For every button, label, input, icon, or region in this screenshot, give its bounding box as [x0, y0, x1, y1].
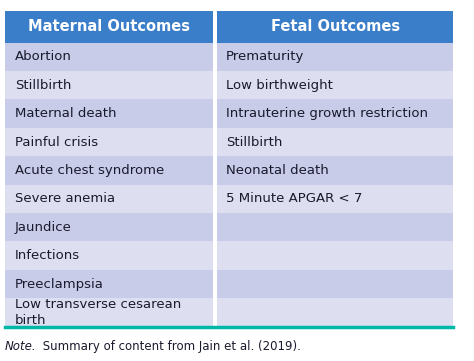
FancyBboxPatch shape [217, 11, 453, 43]
FancyBboxPatch shape [5, 185, 213, 213]
Text: Severe anemia: Severe anemia [15, 192, 115, 205]
Text: Abortion: Abortion [15, 50, 72, 63]
FancyBboxPatch shape [217, 43, 453, 71]
FancyBboxPatch shape [217, 71, 453, 99]
FancyBboxPatch shape [217, 213, 453, 242]
Text: Maternal death: Maternal death [15, 107, 116, 120]
FancyBboxPatch shape [5, 71, 213, 99]
Text: Note.: Note. [5, 340, 36, 353]
Text: Stillbirth: Stillbirth [226, 135, 283, 148]
Text: Stillbirth: Stillbirth [15, 79, 71, 92]
FancyBboxPatch shape [5, 43, 213, 71]
FancyBboxPatch shape [5, 11, 213, 43]
FancyBboxPatch shape [217, 128, 453, 156]
Text: Summary of content from Jain et al. (2019).: Summary of content from Jain et al. (201… [39, 340, 301, 353]
FancyBboxPatch shape [217, 99, 453, 128]
Text: Intrauterine growth restriction: Intrauterine growth restriction [226, 107, 428, 120]
Text: Neonatal death: Neonatal death [226, 164, 329, 177]
FancyBboxPatch shape [217, 270, 453, 298]
Text: Maternal Outcomes: Maternal Outcomes [28, 19, 190, 34]
FancyBboxPatch shape [5, 298, 213, 327]
FancyBboxPatch shape [5, 99, 213, 128]
FancyBboxPatch shape [217, 156, 453, 185]
Text: Low transverse cesarean
birth: Low transverse cesarean birth [15, 298, 181, 327]
FancyBboxPatch shape [5, 213, 213, 242]
FancyBboxPatch shape [217, 242, 453, 270]
FancyBboxPatch shape [5, 156, 213, 185]
Text: Preeclampsia: Preeclampsia [15, 278, 103, 291]
Text: Painful crisis: Painful crisis [15, 135, 98, 148]
Text: Acute chest syndrome: Acute chest syndrome [15, 164, 164, 177]
FancyBboxPatch shape [5, 270, 213, 298]
Text: Low birthweight: Low birthweight [226, 79, 333, 92]
Text: 5 Minute APGAR < 7: 5 Minute APGAR < 7 [226, 192, 363, 205]
Text: Prematurity: Prematurity [226, 50, 305, 63]
FancyBboxPatch shape [5, 242, 213, 270]
Text: Infections: Infections [15, 249, 80, 262]
Text: Fetal Outcomes: Fetal Outcomes [271, 19, 400, 34]
FancyBboxPatch shape [217, 185, 453, 213]
FancyBboxPatch shape [5, 128, 213, 156]
Text: Jaundice: Jaundice [15, 221, 72, 234]
FancyBboxPatch shape [217, 298, 453, 327]
